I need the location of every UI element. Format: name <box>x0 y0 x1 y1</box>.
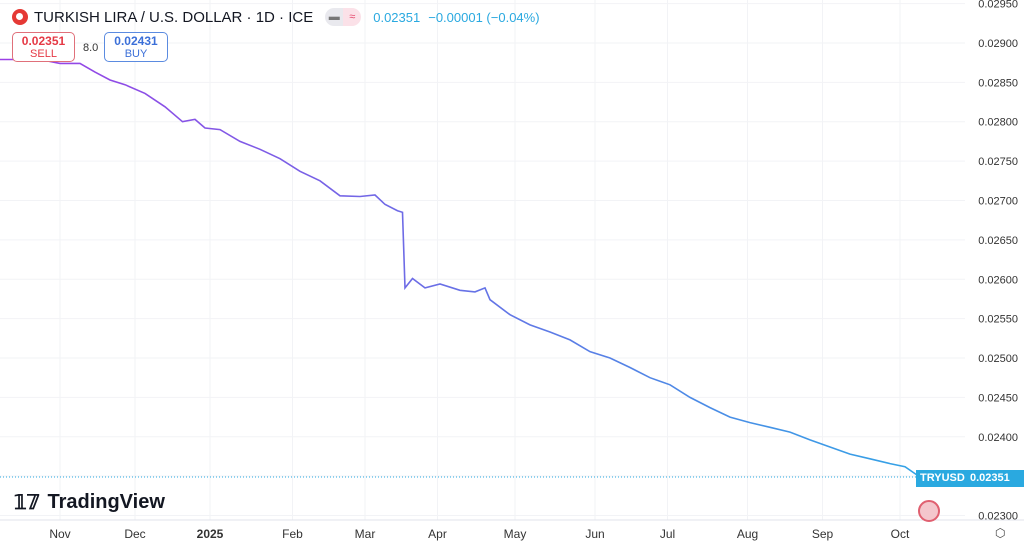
sell-label: SELL <box>30 48 57 60</box>
x-tick-label: Sep <box>812 527 834 541</box>
buy-button[interactable]: 0.02431 BUY <box>104 32 168 62</box>
minus-icon[interactable]: ▬ <box>325 8 344 26</box>
us-flag-events-icon[interactable] <box>918 500 940 522</box>
y-tick-label: 0.02700 <box>978 195 1018 207</box>
x-tick-label: Mar <box>355 527 376 541</box>
y-tick-label: 0.02600 <box>978 274 1018 286</box>
x-tick-label: May <box>504 527 527 541</box>
x-tick-label: 2025 <box>197 527 224 541</box>
sell-price: 0.02351 <box>21 34 66 48</box>
y-tick-label: 0.02900 <box>978 38 1018 50</box>
logo-text: TradingView <box>47 491 165 513</box>
x-tick-label: Jul <box>660 527 675 541</box>
x-tick-label: Oct <box>891 527 910 541</box>
x-tick-label: Jun <box>585 527 604 541</box>
y-tick-label: 0.02500 <box>978 353 1018 365</box>
spread: 8.0 <box>83 42 99 54</box>
x-tick-label: Feb <box>282 527 303 541</box>
symbol-header: TURKISH LIRA / U.S. DOLLAR · 1D · ICE ▬ ≈… <box>12 8 540 26</box>
y-tick-label: 0.02650 <box>978 235 1018 247</box>
y-tick-label: 0.02450 <box>978 392 1018 404</box>
tradingview-logo[interactable]: 𝟙𝟟 TradingView <box>14 490 165 515</box>
y-tick-label: 0.02950 <box>978 0 1018 11</box>
y-tick-label: 0.02550 <box>978 314 1018 326</box>
symbol-tag: TRYUSD <box>916 470 969 487</box>
y-tick-label: 0.02850 <box>978 77 1018 89</box>
x-tick-label: Aug <box>737 527 758 541</box>
sell-button[interactable]: 0.02351 SELL <box>12 32 75 62</box>
turkey-flag-icon <box>12 9 28 25</box>
y-tick-label: 0.02750 <box>978 156 1018 168</box>
last-price: 0.02351 <box>373 9 421 25</box>
y-tick-label: 0.02300 <box>978 511 1018 523</box>
x-tick-label: Nov <box>49 527 70 541</box>
price-tag: 0.02351 <box>966 470 1024 487</box>
price-change: −0.00001 (−0.04%) <box>428 9 540 25</box>
approx-icon[interactable]: ≈ <box>343 8 362 26</box>
tv-logo-icon: 𝟙𝟟 <box>14 492 40 514</box>
symbol-title: TURKISH LIRA / U.S. DOLLAR · 1D · ICE <box>34 8 314 26</box>
x-tick-label: Dec <box>124 527 145 541</box>
x-tick-label: Apr <box>428 527 447 541</box>
y-tick-label: 0.02400 <box>978 432 1018 444</box>
buy-price: 0.02431 <box>114 34 158 48</box>
series-line <box>0 58 918 477</box>
y-tick-label: 0.02800 <box>978 117 1018 129</box>
buy-label: BUY <box>124 48 148 60</box>
settings-icon[interactable]: ⬡ <box>995 526 1006 540</box>
